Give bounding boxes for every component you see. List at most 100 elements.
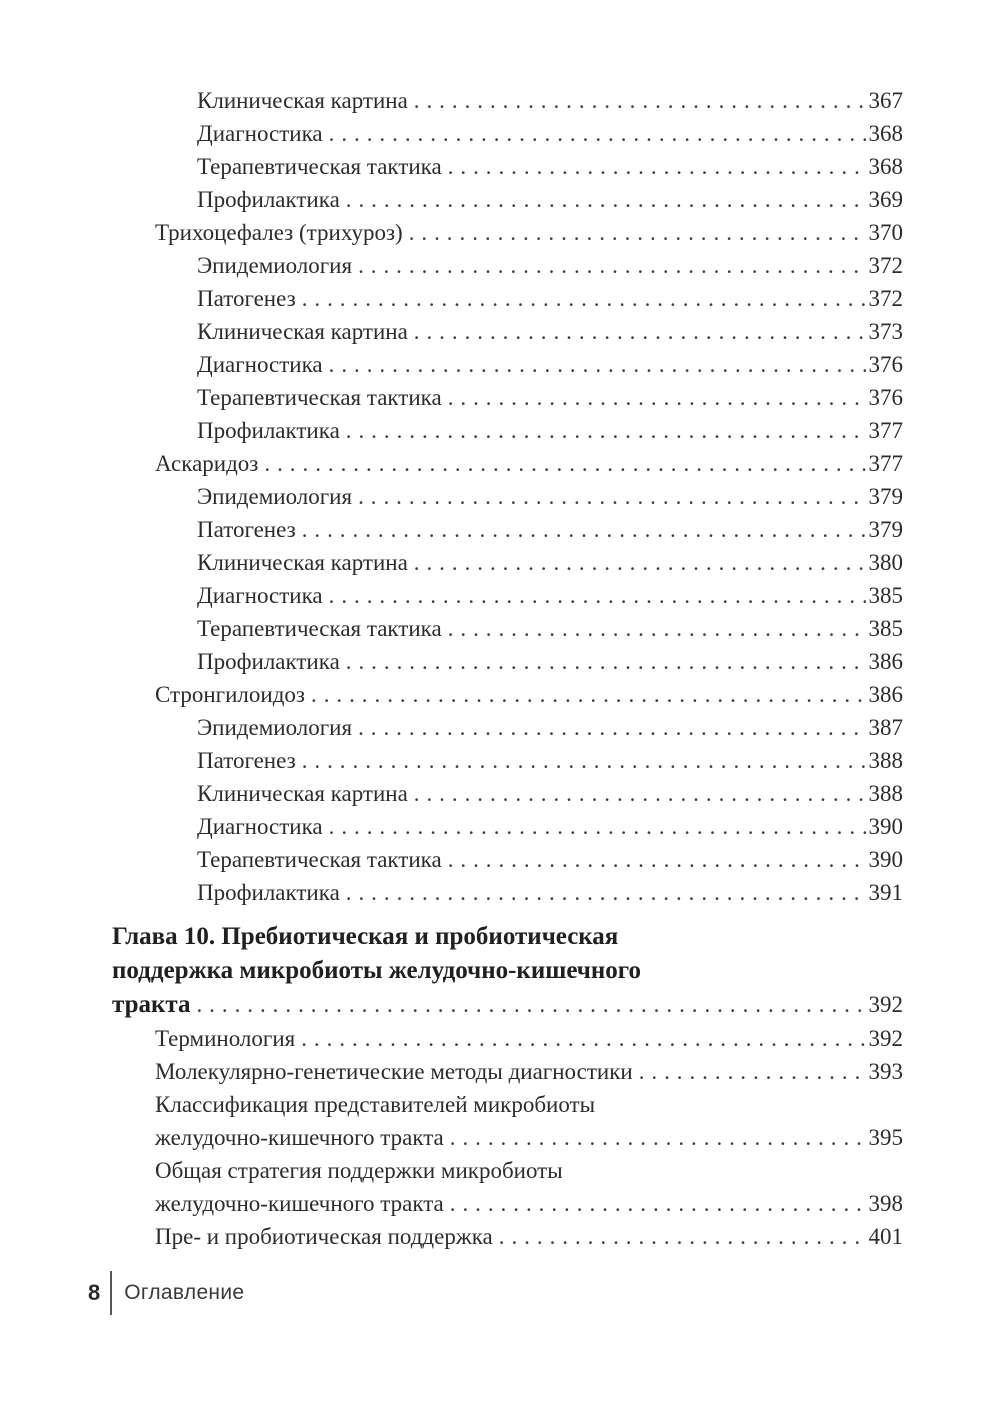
toc-page-number: 379 — [868, 517, 904, 542]
toc-entry-title: Общая стратегия поддержки микробиоты — [155, 1158, 563, 1183]
dot-leader — [346, 183, 866, 216]
toc-page-number: 385 — [868, 583, 904, 608]
dot-leader — [414, 777, 866, 810]
toc-page-number: 395 — [868, 1125, 904, 1150]
dot-leader — [302, 513, 866, 546]
toc-entry-title: Эпидемиология — [197, 253, 353, 278]
toc-entry: Профилактика 391 — [112, 876, 903, 909]
dot-leader — [302, 282, 866, 315]
toc-entry-title: Патогенез — [197, 748, 296, 773]
dot-leader — [196, 988, 865, 1022]
toc-page-number: 386 — [868, 649, 904, 674]
toc-entry: Аскаридоз 377 — [112, 447, 903, 480]
toc-page-number: 387 — [868, 715, 904, 740]
toc-line: Клиническая картина 388 — [112, 777, 903, 810]
toc-line: Терапевтическая тактика 390 — [112, 843, 903, 876]
toc-entry-title: поддержка микробиоты желудочно-кишечного — [112, 957, 642, 984]
toc-line: желудочно-кишечного тракта 395 — [112, 1121, 903, 1154]
toc-page-number: 377 — [868, 451, 904, 476]
toc-page-number: 376 — [868, 352, 904, 377]
dot-leader — [358, 480, 865, 513]
toc-line: Патогенез 372 — [112, 282, 903, 315]
dot-leader — [358, 249, 865, 282]
toc-entry: Классификация представителей микробиоты ж… — [112, 1088, 903, 1154]
dot-leader — [448, 381, 866, 414]
toc-entry-title: желудочно-кишечного тракта — [155, 1191, 444, 1216]
toc-entry-title: Классификация представителей микробиоты — [155, 1092, 596, 1117]
toc-entry: Профилактика 369 — [112, 183, 903, 216]
toc-line: тракта 392 — [112, 988, 903, 1022]
toc-chapter-entry: Глава 10. Пребиотическая и пробиотическа… — [112, 920, 903, 1022]
toc-entry: Патогенез 388 — [112, 744, 903, 777]
toc-entry: Патогенез 372 — [112, 282, 903, 315]
toc-page-number: 388 — [868, 748, 904, 773]
toc-entry-title: Профилактика — [197, 418, 340, 443]
toc-page-number: 372 — [868, 286, 904, 311]
toc-line: Трихоцефалез (трихуроз) 370 — [112, 216, 903, 249]
toc-entry: Патогенез 379 — [112, 513, 903, 546]
dot-leader — [409, 216, 866, 249]
dot-leader — [450, 1121, 866, 1154]
toc-entry-title: Диагностика — [197, 352, 323, 377]
toc-page-number: 392 — [868, 992, 904, 1017]
toc-line: Пре- и пробиотическая поддержка 401 — [112, 1220, 903, 1253]
toc-page-number: 386 — [868, 682, 904, 707]
toc-entry: Профилактика 377 — [112, 414, 903, 447]
dot-leader — [311, 678, 866, 711]
toc-page-number: 377 — [868, 418, 904, 443]
toc-entry-title: Трихоцефалез (трихуроз) — [155, 220, 403, 245]
dot-leader — [414, 84, 866, 117]
toc-entry-title: Клиническая картина — [197, 550, 408, 575]
toc-entry: Эпидемиология 387 — [112, 711, 903, 744]
toc-entry: Клиническая картина 380 — [112, 546, 903, 579]
dot-leader — [639, 1055, 866, 1088]
dot-leader — [346, 414, 866, 447]
toc-page-number: 376 — [868, 385, 904, 410]
toc-page-number: 370 — [868, 220, 904, 245]
toc-page-number: 391 — [868, 880, 904, 905]
dot-leader — [329, 810, 866, 843]
toc-entry-title: Профилактика — [197, 649, 340, 674]
dot-leader — [346, 645, 866, 678]
toc-line: Глава 10. Пребиотическая и пробиотическа… — [112, 920, 903, 954]
dot-leader — [448, 612, 866, 645]
toc-page-number: 380 — [868, 550, 904, 575]
toc-entry: Эпидемиология 372 — [112, 249, 903, 282]
toc-entry-title: Диагностика — [197, 121, 323, 146]
toc-page-number: 392 — [868, 1026, 904, 1051]
toc-page-number: 390 — [868, 814, 904, 839]
toc-entry-title: Диагностика — [197, 583, 323, 608]
toc-line: Диагностика 390 — [112, 810, 903, 843]
toc-entry: Диагностика 368 — [112, 117, 903, 150]
footer-section-label: Оглавление — [124, 1280, 245, 1304]
toc-line: Эпидемиология 372 — [112, 249, 903, 282]
toc-entry: Терапевтическая тактика 376 — [112, 381, 903, 414]
toc-entry: Трихоцефалез (трихуроз) 370 — [112, 216, 903, 249]
toc-entry-title: Профилактика — [197, 880, 340, 905]
toc-entry: Пре- и пробиотическая поддержка 401 — [112, 1220, 903, 1253]
toc-entry-title: Эпидемиология — [197, 715, 353, 740]
toc-entry-title: Клиническая картина — [197, 88, 408, 113]
toc-line: Клиническая картина 367 — [112, 84, 903, 117]
dot-leader — [329, 348, 866, 381]
toc-line: Эпидемиология 379 — [112, 480, 903, 513]
toc-line: Клиническая картина 373 — [112, 315, 903, 348]
footer-divider — [110, 1270, 113, 1315]
toc-line: Классификация представителей микробиоты — [112, 1088, 903, 1121]
dot-leader — [414, 546, 866, 579]
toc-line: Профилактика 386 — [112, 645, 903, 678]
dot-leader — [448, 843, 866, 876]
dot-leader — [329, 579, 866, 612]
toc-page-number: 369 — [868, 187, 904, 212]
toc-entry: Диагностика 390 — [112, 810, 903, 843]
toc-page-number: 373 — [868, 319, 904, 344]
toc-line: Терминология 392 — [112, 1022, 903, 1055]
toc-line: Профилактика 391 — [112, 876, 903, 909]
toc-entry: Диагностика 385 — [112, 579, 903, 612]
dot-leader — [358, 711, 865, 744]
toc-entry: Клиническая картина 388 — [112, 777, 903, 810]
toc-entry-title: Клиническая картина — [197, 781, 408, 806]
toc-entry: Диагностика 376 — [112, 348, 903, 381]
toc-entry-title: Молекулярно-генетические методы диагност… — [155, 1059, 633, 1084]
